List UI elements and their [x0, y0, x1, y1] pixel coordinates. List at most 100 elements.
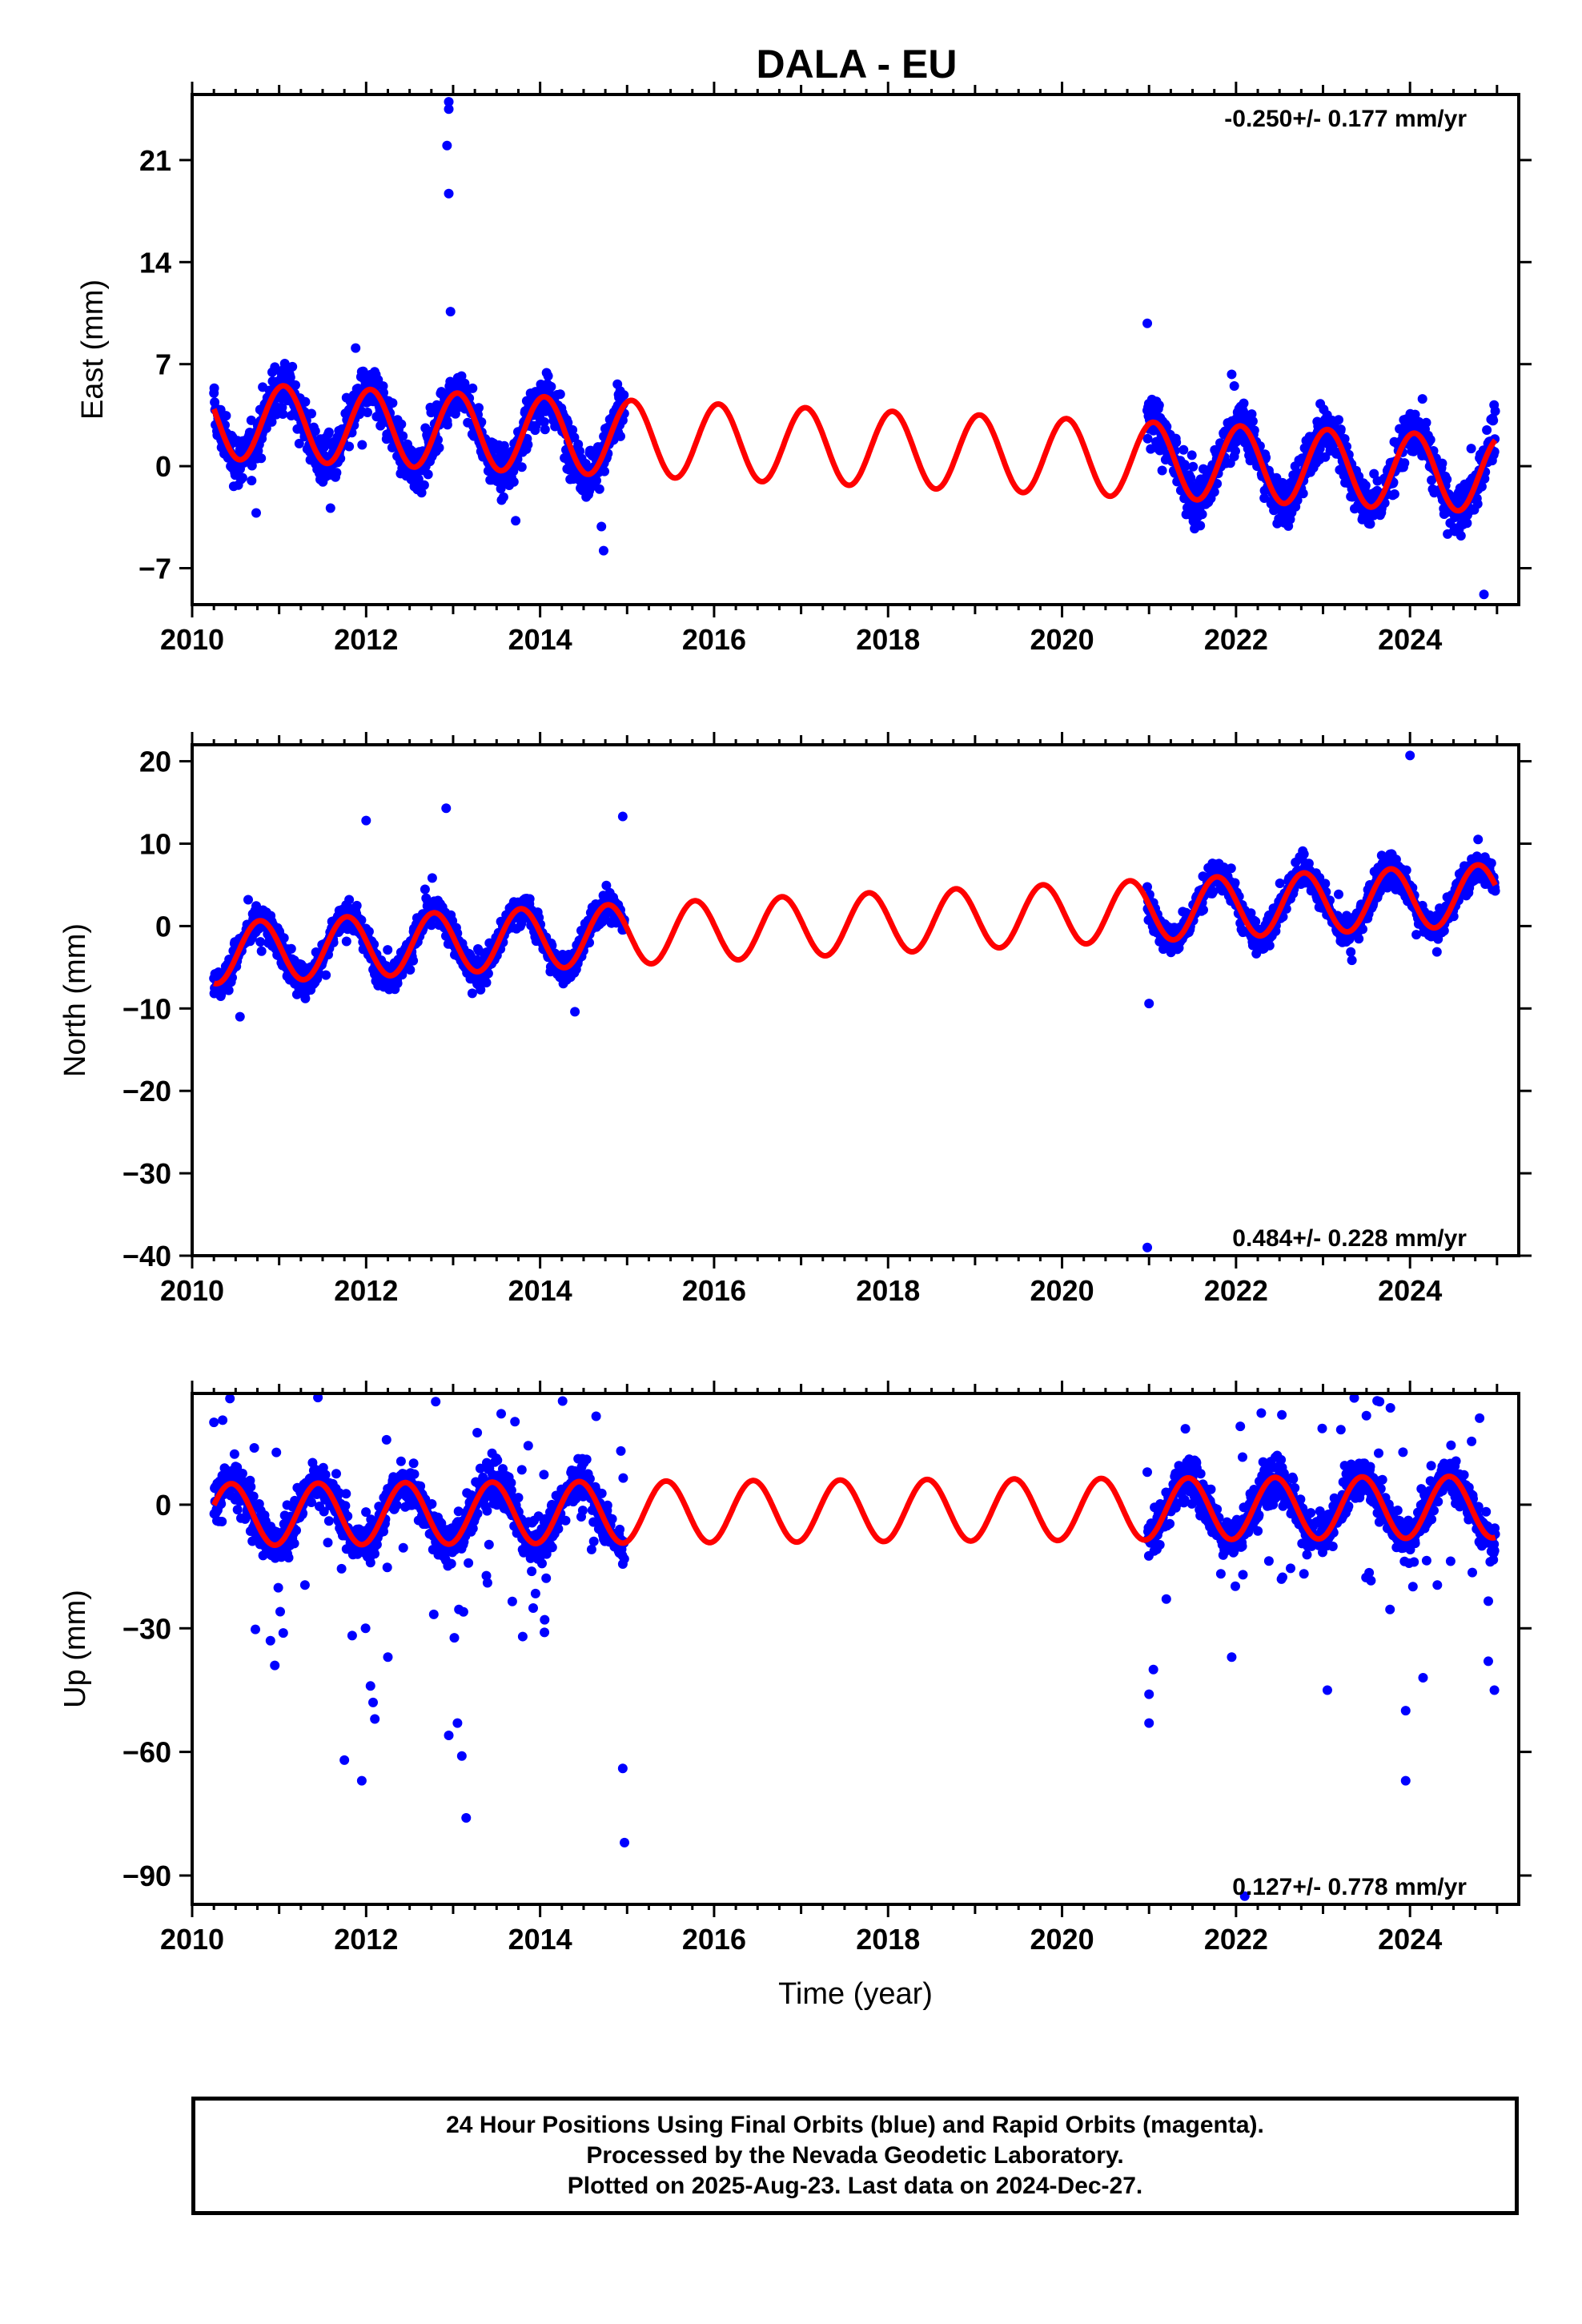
position-point: [381, 1434, 391, 1445]
position-point: [468, 383, 478, 393]
position-point: [619, 390, 629, 400]
position-point: [300, 1377, 310, 1387]
position-point: [387, 398, 398, 408]
position-point: [1431, 947, 1442, 957]
position-point: [616, 431, 625, 441]
position-point: [283, 1553, 294, 1563]
position-point: [221, 411, 231, 421]
position-point: [1178, 444, 1189, 455]
position-point: [408, 1458, 419, 1469]
y-axis-label: East (mm): [76, 279, 110, 420]
position-point: [464, 1558, 474, 1568]
position-point: [540, 424, 550, 435]
position-point: [1354, 934, 1364, 944]
plot-frame: [191, 93, 1520, 606]
x-tick-label: 2010: [160, 623, 224, 656]
position-point: [248, 1491, 259, 1502]
outlier-point: [1142, 318, 1153, 328]
position-point: [1410, 409, 1420, 420]
x-tick-label: 2020: [1030, 623, 1094, 656]
position-point: [289, 1538, 299, 1549]
position-point: [1195, 521, 1206, 531]
position-point: [278, 1628, 288, 1638]
position-point: [256, 453, 267, 464]
position-point: [217, 1517, 227, 1526]
position-point: [1442, 474, 1452, 485]
position-point: [1186, 472, 1196, 483]
position-point: [1421, 417, 1431, 428]
east-panel: 2010 2012 2014 2016 2018 2020 2022 2024−7071421…: [76, 82, 1532, 656]
x-tick-label: 2012: [334, 1274, 398, 1307]
position-point: [209, 1417, 219, 1428]
outlier-point: [1142, 1242, 1153, 1252]
velocity-rate-label: 0.484+/- 0.228 mm/yr: [1232, 1225, 1467, 1252]
position-point: [336, 1563, 347, 1574]
plot-area: [209, 97, 1500, 600]
position-point: [1476, 481, 1487, 492]
position-point: [365, 1558, 375, 1568]
position-point: [1275, 879, 1285, 888]
position-point: [256, 946, 267, 956]
up-panel: 2010 2012 2014 2016 2018 2020 2022 2024−90−60−3…: [58, 1377, 1532, 2011]
position-point: [1209, 487, 1219, 497]
position-point: [347, 1630, 357, 1641]
position-point: [325, 503, 335, 513]
position-point: [428, 1609, 439, 1619]
position-point: [419, 480, 429, 490]
position-point: [243, 895, 253, 905]
position-point: [1334, 415, 1343, 425]
position-point: [446, 1558, 456, 1569]
position-point: [1249, 425, 1259, 436]
position-point: [1437, 458, 1447, 468]
position-point: [409, 1469, 420, 1479]
y-tick-label: 7: [155, 348, 171, 381]
position-point: [427, 1499, 437, 1509]
y-tick-label: −10: [122, 992, 171, 1025]
position-point: [1401, 865, 1411, 875]
position-point: [286, 943, 296, 954]
outlier-point: [442, 140, 452, 151]
position-point: [1320, 879, 1331, 889]
position-point: [1186, 450, 1197, 460]
position-point: [237, 472, 247, 483]
position-point: [323, 1538, 333, 1548]
position-point: [600, 466, 609, 476]
position-point: [1360, 480, 1371, 491]
outlier-point: [361, 815, 371, 826]
daily-positions-series: [209, 1377, 1500, 1901]
position-point: [291, 380, 300, 390]
y-tick-label: 10: [139, 827, 171, 860]
position-point: [323, 1516, 334, 1526]
plot-frame: [191, 743, 1520, 1257]
position-point: [1347, 955, 1357, 966]
position-point: [396, 419, 407, 429]
position-point: [331, 468, 342, 478]
position-point: [1197, 509, 1207, 520]
y-tick-label: 0: [155, 910, 171, 943]
plot-area: [209, 750, 1500, 1252]
position-point: [1334, 889, 1343, 899]
position-point: [1171, 437, 1182, 448]
position-point: [209, 383, 219, 393]
outlier-point: [444, 188, 454, 199]
position-point: [1425, 435, 1435, 445]
position-point: [251, 508, 261, 518]
position-point: [344, 895, 355, 905]
x-tick-label: 2010: [160, 1274, 224, 1307]
x-tick-label: 2014: [508, 623, 572, 656]
position-point: [1486, 858, 1496, 868]
position-point: [357, 440, 367, 450]
position-point: [467, 988, 477, 999]
position-point: [423, 469, 433, 480]
x-tick-label: 2012: [334, 623, 398, 656]
position-point: [1231, 446, 1240, 456]
position-point: [383, 945, 393, 955]
position-point: [408, 955, 419, 966]
north-panel: 2010 2012 2014 2016 2018 2020 2022 2024−40−30−2…: [58, 732, 1532, 1307]
position-point: [1473, 834, 1484, 845]
position-point: [299, 1580, 310, 1590]
outlier-point: [1229, 381, 1239, 391]
position-point: [481, 978, 492, 987]
position-point: [247, 476, 257, 486]
outlier-point: [1479, 589, 1489, 600]
